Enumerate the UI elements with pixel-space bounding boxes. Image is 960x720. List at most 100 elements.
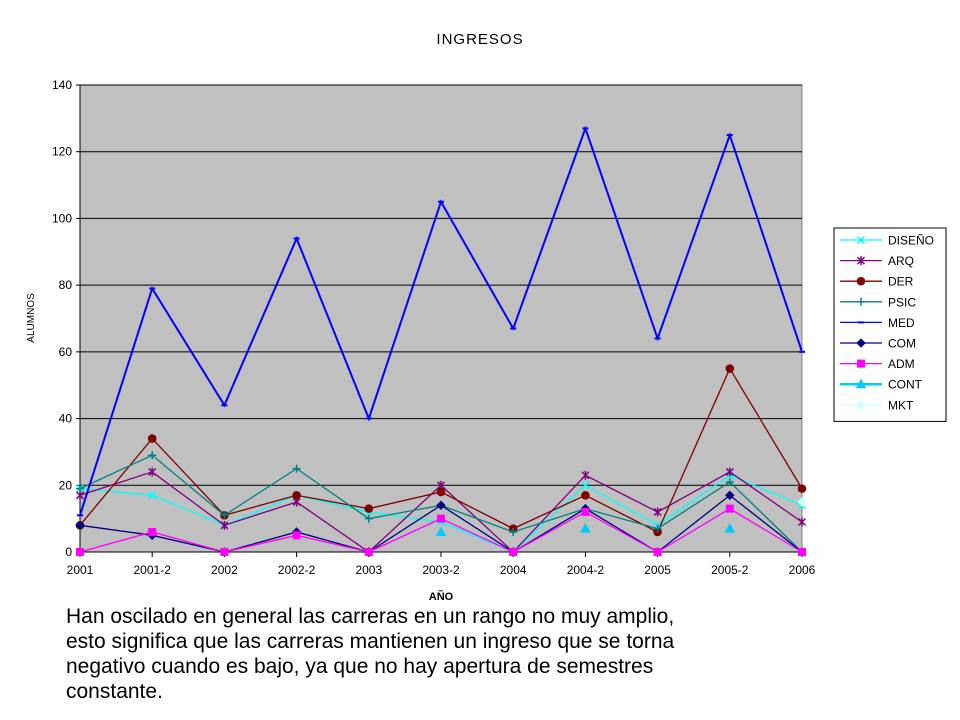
- legend-label: MKT: [888, 398, 914, 412]
- data-point-diseno: [148, 491, 157, 500]
- data-point-com: [436, 500, 446, 511]
- data-point-adm: [364, 548, 373, 556]
- caption-text: Han oscilado en general las carreras en …: [66, 604, 946, 704]
- data-point-adm: [220, 548, 229, 556]
- ingresos-chart: INGRESOS 0 20 40 60 80 100 120 140 2001 2001-2 20…: [26, 31, 947, 600]
- x-tick-label: 2003: [355, 563, 382, 577]
- legend-marker: [856, 276, 866, 286]
- legend-item-psic: PSIC: [840, 295, 916, 309]
- data-point-adm: [581, 507, 590, 516]
- data-point-der: [581, 490, 590, 500]
- legend-item-diseno: DISEÑO: [840, 234, 934, 248]
- legend-label: DER: [888, 275, 914, 289]
- legend-marker: [856, 338, 866, 348]
- legend-label: ARQ: [888, 254, 914, 268]
- legend-label: COM: [888, 337, 916, 351]
- data-point-cont: [580, 523, 591, 533]
- x-tick-label: 2005: [644, 563, 671, 577]
- legend-item-mkt: MKT: [840, 398, 914, 412]
- legend-item-der: DER: [840, 275, 914, 289]
- data-point-psic: [509, 527, 518, 536]
- data-point-arq: [797, 517, 807, 527]
- data-point-der: [725, 364, 735, 373]
- data-point-psic: [653, 524, 662, 533]
- y-tick-label: 20: [59, 478, 73, 492]
- x-tick-label: 2003-2: [422, 563, 460, 577]
- plot-area: [79, 84, 803, 553]
- data-point-adm: [509, 548, 518, 556]
- legend: DISEÑO ARQ DER PSIC MED COM ADM CONT MKT: [833, 227, 947, 422]
- chart-title: INGRESOS: [436, 31, 523, 48]
- series-der: [75, 364, 807, 537]
- data-point-adm: [292, 531, 301, 540]
- legend-item-cont: CONT: [840, 378, 923, 392]
- legend-item-com: COM: [840, 337, 916, 351]
- x-tick-label: 2002-2: [278, 563, 316, 577]
- legend-item-arq: ARQ: [840, 254, 914, 268]
- series-med: [77, 125, 805, 517]
- x-tick-label: 2004: [500, 563, 527, 577]
- data-point-com: [725, 490, 735, 501]
- data-point-der: [797, 484, 807, 493]
- data-point-adm: [437, 514, 445, 523]
- data-point-com: [75, 520, 85, 531]
- x-axis-label: AÑO: [429, 590, 454, 600]
- y-axis-label: ALUMNOS: [26, 293, 37, 343]
- data-point-adm: [798, 548, 806, 556]
- caption-line: constante.: [66, 680, 163, 703]
- x-tick-label: 2006: [789, 563, 816, 577]
- legend-item-adm: ADM: [840, 357, 915, 371]
- data-point-arq: [220, 520, 229, 530]
- data-point-arq: [725, 467, 734, 477]
- data-point-der: [436, 487, 446, 497]
- series-mkt: [797, 497, 807, 507]
- caption-line: Han oscilado en general las carreras en …: [66, 605, 675, 628]
- y-tick-label: 120: [52, 145, 72, 159]
- x-tick-label: 2001-2: [134, 563, 172, 577]
- data-point-adm: [148, 527, 157, 536]
- y-tick-label: 60: [59, 345, 73, 359]
- y-tick-label: 0: [65, 545, 72, 559]
- y-tick-label: 40: [59, 412, 73, 426]
- caption-line: negativo cuando es bajo, ya que no hay a…: [66, 655, 654, 678]
- x-tick-label: 2004-2: [567, 563, 605, 577]
- y-tick-label: 100: [52, 211, 72, 225]
- series-adm: [76, 504, 806, 556]
- data-point-der: [147, 434, 157, 443]
- legend-marker: [857, 297, 865, 306]
- data-point-adm: [76, 548, 84, 556]
- data-point-adm: [653, 548, 662, 556]
- legend-marker: [856, 235, 866, 245]
- data-point-psic: [220, 511, 229, 520]
- data-point-cont: [435, 526, 447, 536]
- data-point-der: [364, 504, 374, 513]
- legend-marker: [856, 400, 866, 410]
- x-tick-label: 2005-2: [711, 563, 749, 577]
- data-point-psic: [364, 514, 373, 523]
- x-tick-label: 2002: [211, 563, 238, 577]
- data-point-cont: [724, 523, 736, 533]
- legend-marker: [855, 378, 867, 389]
- legend-label: MED: [888, 316, 915, 330]
- legend-item-med: MED: [840, 316, 915, 330]
- data-point-arq: [148, 467, 157, 477]
- data-point-psic: [292, 464, 301, 473]
- legend-marker: [857, 359, 865, 368]
- legend-label: PSIC: [888, 295, 916, 309]
- x-tick-label: 2001: [67, 563, 94, 577]
- data-point-mkt: [797, 497, 807, 507]
- legend-label: DISEÑO: [888, 234, 934, 248]
- series-cont: [435, 523, 736, 536]
- data-point-adm: [725, 504, 734, 513]
- data-point-arq: [653, 507, 662, 517]
- data-point-psic: [148, 451, 157, 460]
- caption-line: esto significa que las carreras mantiene…: [66, 630, 675, 653]
- data-point-der: [292, 490, 301, 500]
- data-point-diseno: [581, 481, 590, 490]
- data-point-psic: [76, 484, 84, 493]
- legend-label: ADM: [888, 357, 915, 371]
- data-point-arq: [581, 470, 590, 480]
- y-tick-label: 80: [59, 278, 73, 292]
- y-tick-label: 140: [52, 78, 72, 92]
- data-point-psic: [725, 477, 734, 486]
